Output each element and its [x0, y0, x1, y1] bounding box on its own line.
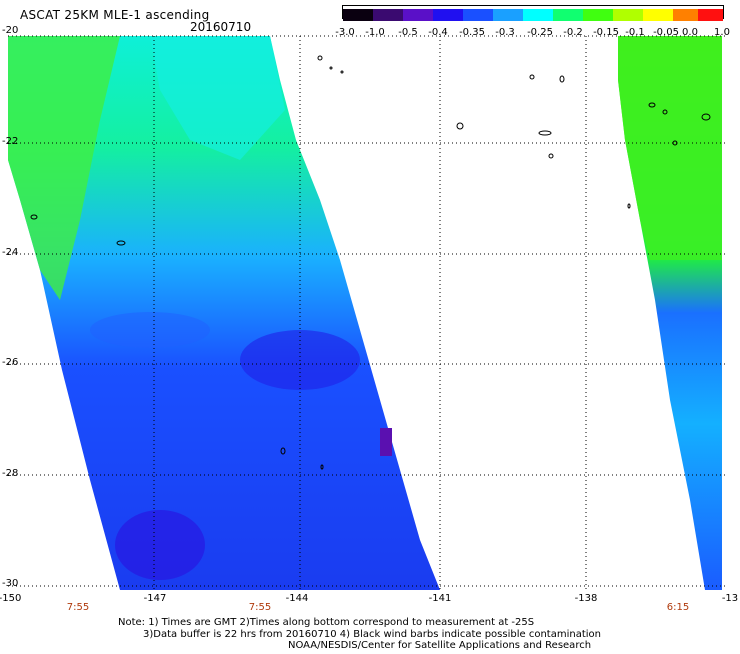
pass-time-label: 7:55: [66, 602, 90, 613]
colorbar-label: -3.0: [335, 27, 355, 38]
lon-label: -13: [721, 593, 739, 604]
pass-time-label: 7:55: [248, 602, 272, 613]
colorbar: [342, 5, 724, 21]
pass-time-label: 6:15: [666, 602, 690, 613]
colorbar-label: -0.15: [593, 27, 619, 38]
right-swath: [618, 36, 722, 590]
colorbar-labels: -3.0 -1.0 -0.5 -0.4 -0.35 -0.3 -0.25 -0.…: [330, 27, 740, 39]
note-line-2: 3)Data buffer is 22 hrs from 20160710 4)…: [143, 629, 601, 640]
note-line-1: Note: 1) Times are GMT 2)Times along bot…: [118, 617, 535, 628]
colorbar-label: -0.05: [653, 27, 679, 38]
lat-label: -26: [2, 357, 19, 368]
colorbar-label: -0.25: [527, 27, 553, 38]
lat-label: -30: [2, 578, 19, 589]
colorbar-label: -0.1: [625, 27, 645, 38]
colorbar-label: 0.0: [682, 27, 698, 38]
colorbar-label: -0.35: [459, 27, 485, 38]
colorbar-label: -0.4: [428, 27, 448, 38]
left-swath: [8, 36, 440, 590]
note-line-3: NOAA/NESDIS/Center for Satellite Applica…: [288, 640, 592, 651]
colorbar-swatches: [343, 9, 723, 21]
graticule: [8, 35, 728, 590]
lon-label: -150: [0, 593, 22, 604]
lat-label: -20: [2, 25, 19, 36]
colorbar-label: -1.0: [365, 27, 385, 38]
product-date: 20160710: [190, 20, 252, 34]
lat-label: -24: [2, 247, 19, 258]
colorbar-label: -0.2: [563, 27, 583, 38]
lat-label: -28: [2, 468, 19, 479]
lon-label: -147: [143, 593, 167, 604]
lon-label: -138: [574, 593, 598, 604]
colorbar-label: 1.0: [714, 27, 730, 38]
lon-label: -144: [285, 593, 309, 604]
colorbar-label: -0.3: [495, 27, 515, 38]
lat-label: -22: [2, 136, 19, 147]
product-title: ASCAT 25KM MLE-1 ascending: [20, 8, 210, 22]
colorbar-label: -0.5: [398, 27, 418, 38]
island-outlines: [30, 55, 711, 470]
lon-label: -141: [428, 593, 452, 604]
